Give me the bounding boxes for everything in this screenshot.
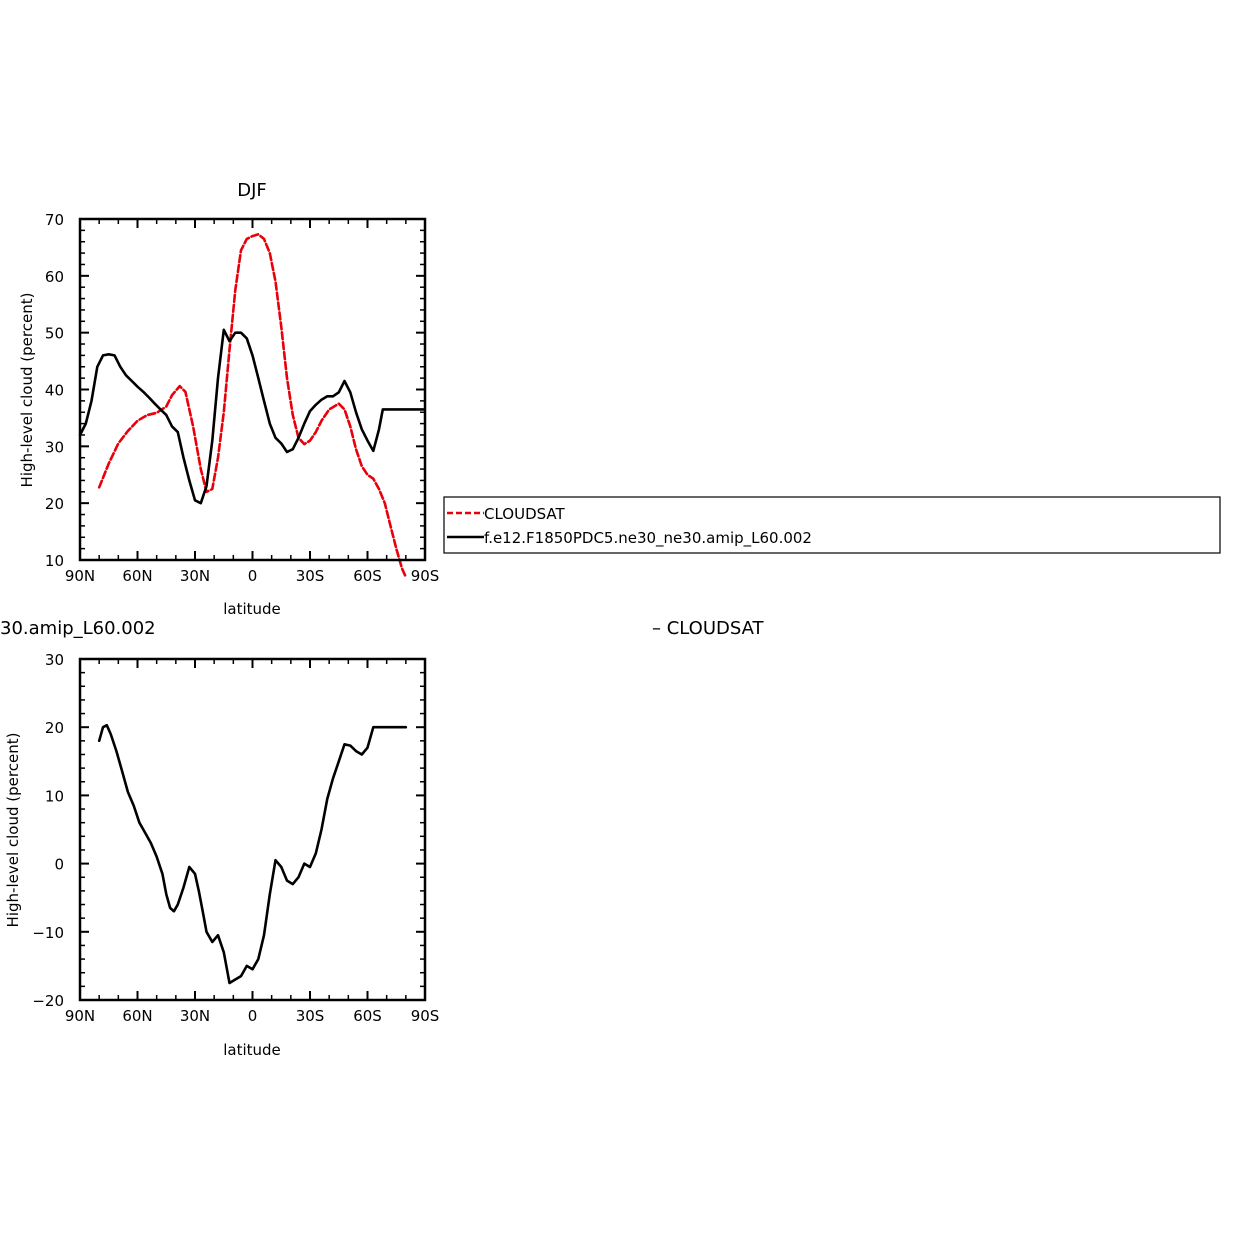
panel-title-left: 30.amip_L60.002 xyxy=(0,618,156,639)
y-tick-label: 20 xyxy=(45,719,64,737)
tick-group: 90N 60N 30N 0 30S 60S 90S 10 20 30 40 50 60 70 xyxy=(45,211,439,585)
legend-label-model: f.e12.F1850PDC5.ne30_ne30.amip_L60.002 xyxy=(484,529,812,548)
y-tick-label: 30 xyxy=(45,651,64,669)
x-tick-label: 0 xyxy=(248,567,258,585)
x-axis-title: latitude xyxy=(223,1041,281,1059)
x-tick-label: 90S xyxy=(411,567,440,585)
y-tick-label: 20 xyxy=(45,495,64,513)
x-tick-label: 90S xyxy=(411,1007,440,1025)
x-tick-label: 90N xyxy=(65,567,95,585)
x-tick-label: 0 xyxy=(248,1007,258,1025)
x-axis-title: latitude xyxy=(223,600,281,618)
series-line-0 xyxy=(97,233,408,579)
panel-title-right: – CLOUDSAT xyxy=(652,618,765,639)
x-tick-label: 30S xyxy=(296,567,325,585)
panel-djf: DJF 90N 60N 30N 0 30S 60S 90S 10 20 30 40 50 60 70 la… xyxy=(18,180,1221,618)
y-tick-label: 10 xyxy=(45,787,64,805)
series-group xyxy=(78,233,425,579)
y-tick-label: −10 xyxy=(32,924,64,942)
x-tick-label: 60N xyxy=(122,567,152,585)
legend-label-cloudsat: CLOUDSAT xyxy=(484,505,566,523)
series-line-0 xyxy=(97,723,408,985)
x-tick-label: 90N xyxy=(65,1007,95,1025)
panel-difference: 30.amip_L60.002 – CLOUDSAT 90N 60N 30N 0 30S… xyxy=(0,618,765,1059)
series-group xyxy=(97,723,408,985)
y-tick-label: 30 xyxy=(45,438,64,456)
legend: CLOUDSAT f.e12.F1850PDC5.ne30_ne30.amip_… xyxy=(443,496,1221,554)
y-axis-title: High-level cloud (percent) xyxy=(18,293,36,488)
y-tick-label: 70 xyxy=(45,211,64,229)
y-tick-label: 10 xyxy=(45,552,64,570)
y-tick-label: −20 xyxy=(32,992,64,1010)
y-tick-label: 0 xyxy=(54,856,64,874)
plot-frame xyxy=(78,217,427,562)
panel-title: DJF xyxy=(237,180,267,201)
x-tick-label: 30N xyxy=(180,567,210,585)
y-axis-title: High-level cloud (percent) xyxy=(4,733,22,928)
legend-box xyxy=(443,496,1221,554)
y-tick-label: 50 xyxy=(45,325,64,343)
x-tick-label: 60S xyxy=(353,1007,382,1025)
series-line-1 xyxy=(78,328,425,505)
x-tick-label: 30N xyxy=(180,1007,210,1025)
x-tick-label: 60N xyxy=(122,1007,152,1025)
x-tick-label: 30S xyxy=(296,1007,325,1025)
y-tick-label: 60 xyxy=(45,268,64,286)
tick-group: 90N 60N 30N 0 30S 60S 90S −20 −10 0 10 20 30 xyxy=(32,651,439,1025)
x-tick-label: 60S xyxy=(353,567,382,585)
y-tick-label: 40 xyxy=(45,382,64,400)
plot-frame xyxy=(78,657,427,1002)
